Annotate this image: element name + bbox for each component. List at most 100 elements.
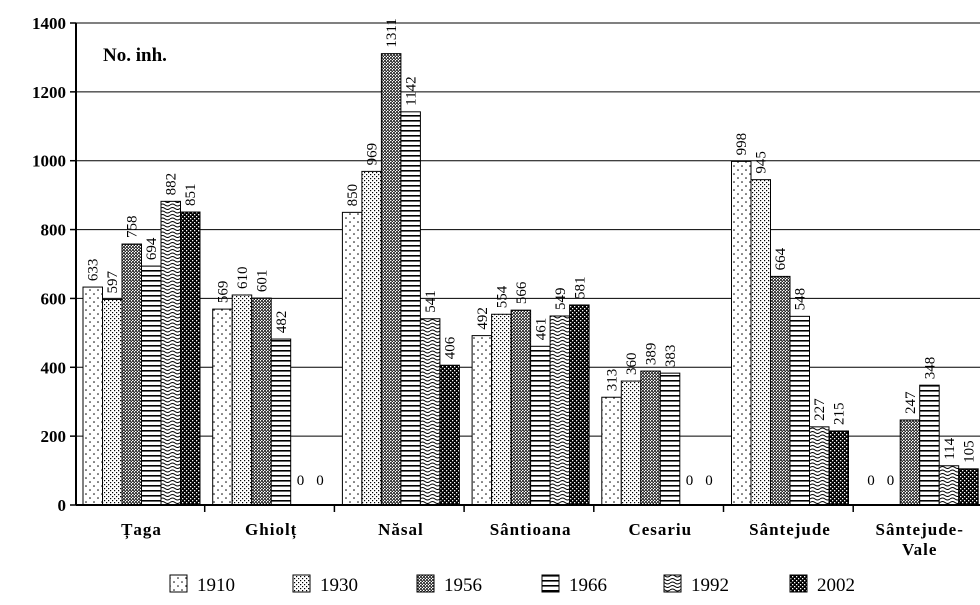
data-labels: 633 569 850 492 313 998 0 597 610 969 554 360 945 0 75…	[86, 18, 978, 489]
data-label: 851	[183, 184, 199, 207]
legend-swatch	[663, 574, 682, 593]
bar	[251, 297, 272, 506]
data-label: 694	[144, 237, 160, 260]
x-category-label: Sântejude-	[875, 520, 963, 539]
data-label: 360	[624, 353, 640, 376]
data-label: 348	[922, 357, 938, 380]
legend-label: 1966	[569, 575, 607, 596]
bar	[180, 211, 201, 506]
y-tick-label: 200	[41, 427, 67, 446]
data-label: 850	[345, 184, 361, 207]
data-label: 0	[686, 473, 694, 489]
data-label: 581	[572, 276, 588, 299]
legend-label: 1910	[197, 575, 235, 596]
x-category-label: Vale	[902, 540, 938, 559]
data-label: 383	[663, 345, 679, 368]
x-category-label: Năsal	[378, 520, 424, 539]
data-label: 548	[793, 288, 809, 311]
data-label: 105	[961, 440, 977, 463]
bar	[549, 315, 571, 506]
unit-label: No. inh.	[103, 45, 167, 66]
y-tick-label: 1000	[32, 152, 66, 171]
data-label: 541	[423, 290, 439, 313]
y-tick-label: 1400	[32, 14, 66, 33]
legend-swatch	[416, 574, 435, 593]
data-label: 1142	[404, 76, 420, 105]
bar	[809, 426, 830, 506]
bar	[439, 364, 460, 506]
legend: 1910 1930 1956 1966 1992 2002	[169, 574, 855, 596]
bar	[419, 318, 441, 506]
data-label: 0	[867, 473, 875, 489]
data-label: 482	[274, 311, 290, 334]
x-category-label: Sântioana	[490, 520, 572, 539]
bar	[938, 465, 960, 506]
x-category-label: Sântejude	[749, 520, 831, 539]
data-label: 601	[254, 270, 270, 293]
data-label: 313	[605, 369, 621, 392]
data-label: 610	[235, 266, 251, 289]
bar	[121, 243, 142, 506]
data-label: 1311	[384, 18, 400, 47]
bar	[491, 313, 512, 506]
data-label: 633	[86, 259, 102, 282]
data-label: 569	[215, 281, 231, 304]
legend-swatch	[169, 574, 188, 593]
bar	[231, 294, 253, 506]
legend-label: 1956	[444, 575, 482, 596]
bar	[899, 419, 921, 506]
data-label: 0	[297, 473, 305, 489]
bar	[471, 335, 493, 506]
bar	[141, 265, 162, 506]
y-tick-label: 0	[58, 496, 67, 515]
data-label: 549	[553, 287, 569, 310]
bar	[341, 211, 363, 506]
bar	[958, 468, 979, 506]
data-label: 492	[475, 307, 491, 330]
x-category-label: Ghiolț	[245, 520, 297, 540]
bar	[82, 286, 103, 506]
bar	[212, 308, 233, 506]
data-label: 0	[316, 473, 324, 489]
bar	[380, 53, 402, 506]
bar	[919, 384, 940, 506]
data-label: 0	[887, 473, 895, 489]
legend-swatch	[541, 574, 560, 593]
data-label: 114	[942, 437, 958, 459]
bar	[601, 396, 622, 506]
bar	[361, 170, 382, 506]
legend-label: 1992	[691, 575, 729, 596]
legend-swatch	[292, 574, 311, 593]
legend-label: 2002	[817, 575, 855, 596]
data-label: 969	[365, 143, 381, 166]
legend-swatch	[789, 574, 808, 593]
bar	[750, 179, 771, 506]
data-label: 566	[514, 281, 530, 304]
data-label: 945	[754, 151, 770, 174]
data-label: 215	[832, 402, 848, 425]
bar	[620, 380, 642, 506]
data-label: 882	[164, 173, 180, 196]
bars	[82, 53, 979, 506]
x-category-label: Țaga	[121, 520, 162, 540]
data-label: 758	[125, 216, 141, 239]
bar	[270, 338, 292, 506]
bar	[659, 372, 681, 506]
data-label: 554	[494, 285, 510, 308]
data-label: 664	[773, 247, 789, 270]
bar	[731, 160, 752, 506]
data-label: 247	[903, 391, 919, 414]
bar	[569, 304, 590, 506]
bar	[828, 430, 849, 506]
data-label: 227	[812, 398, 828, 421]
bar	[400, 111, 421, 506]
data-label: 0	[705, 473, 713, 489]
bar	[530, 345, 551, 506]
data-label: 389	[644, 343, 660, 366]
data-label: 406	[443, 336, 459, 359]
x-category-label: Cesariu	[628, 520, 692, 539]
bar	[640, 370, 661, 506]
data-label: 998	[734, 133, 750, 156]
bar	[770, 275, 791, 506]
